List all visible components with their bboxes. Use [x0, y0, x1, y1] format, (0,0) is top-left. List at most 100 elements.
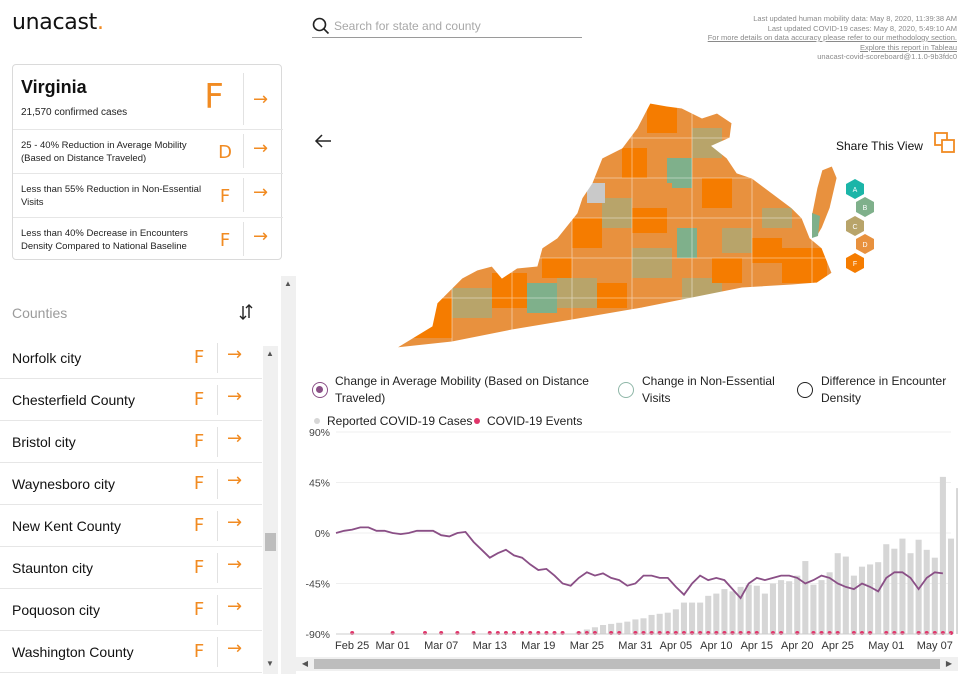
- county-row[interactable]: Norfolk city F →: [0, 337, 262, 379]
- mobility-line: [335, 526, 944, 600]
- data-update-info: Last updated human mobility data: May 8,…: [708, 14, 957, 62]
- case-bar: [656, 613, 663, 634]
- mobility-chart[interactable]: 90% 45% 0% -45% -90% Feb 25 Mar 01 Mar 07 Mar 13…: [296, 424, 958, 656]
- option-encounter-density-label[interactable]: Difference in Encounter Density: [821, 374, 947, 405]
- county-row[interactable]: Waynesboro city F →: [0, 463, 262, 505]
- case-bar: [761, 593, 768, 634]
- option-average-mobility-label[interactable]: Change in Average Mobility (Based on Dis…: [335, 374, 589, 405]
- legend-hex-f: F: [846, 253, 864, 273]
- legend-cases-swatch: [314, 418, 320, 424]
- metric-grade: F: [219, 230, 231, 251]
- radio-average-mobility[interactable]: [312, 382, 328, 398]
- sidebar-scrollbar[interactable]: ▲: [281, 276, 296, 674]
- scroll-thumb[interactable]: [265, 533, 276, 552]
- case-bar: [664, 612, 671, 634]
- unacast-logo[interactable]: unacast.: [12, 10, 104, 35]
- option-non-essential-visits-label[interactable]: Change in Non-Essential Visits: [642, 374, 775, 405]
- back-arrow-icon[interactable]: [313, 131, 333, 151]
- sort-icon[interactable]: [238, 302, 254, 322]
- scroll-up-icon[interactable]: ▲: [284, 279, 292, 288]
- share-this-view-button[interactable]: Share This View: [836, 139, 923, 153]
- county-arrow-icon[interactable]: →: [227, 596, 243, 617]
- y-tick-label: 0%: [315, 528, 330, 540]
- county-arrow-icon[interactable]: →: [227, 428, 243, 449]
- case-bar: [705, 595, 712, 634]
- divider: [243, 134, 244, 168]
- case-bar: [810, 584, 817, 634]
- legend-hex-c: C: [846, 216, 864, 236]
- x-tick-label: May 07: [917, 640, 953, 652]
- virginia-county-map[interactable]: [392, 98, 840, 350]
- case-bar: [794, 575, 801, 634]
- state-header[interactable]: Virginia 21,570 confirmed cases F →: [13, 65, 283, 131]
- metric-arrow-icon[interactable]: →: [253, 182, 269, 203]
- metric-mobility[interactable]: 25 - 40% Reduction in Average Mobility (…: [13, 129, 283, 173]
- county-grade: F: [193, 389, 205, 410]
- county-arrow-icon[interactable]: →: [227, 512, 243, 533]
- case-bar: [721, 589, 728, 634]
- divider: [217, 595, 218, 625]
- case-bar: [931, 557, 938, 634]
- case-bar: [591, 627, 598, 634]
- counties-scrollbar[interactable]: ▲ ▼: [263, 346, 278, 674]
- scroll-right-icon[interactable]: ▶: [945, 659, 953, 668]
- county-name: Bristol city: [12, 434, 76, 450]
- case-bar: [608, 623, 615, 634]
- county-row[interactable]: Chesterfield County F →: [0, 379, 262, 421]
- radio-non-essential-visits[interactable]: [618, 382, 634, 398]
- scroll-up-icon[interactable]: ▲: [266, 349, 274, 358]
- county-row[interactable]: New Kent County F →: [0, 505, 262, 547]
- county-name: Staunton city: [12, 560, 93, 576]
- cases-updated-text: Last updated COVID-19 cases: May 8, 2020…: [767, 23, 957, 33]
- scroll-down-icon[interactable]: ▼: [266, 659, 274, 668]
- county-name: Poquoson city: [12, 602, 100, 618]
- search-input[interactable]: [334, 18, 564, 33]
- state-details-arrow-icon[interactable]: →: [253, 89, 269, 110]
- case-bar: [883, 544, 890, 634]
- county-row[interactable]: Washington County F →: [0, 631, 262, 673]
- tableau-link[interactable]: Explore this report in Tableau: [859, 42, 957, 52]
- county-arrow-icon[interactable]: →: [227, 386, 243, 407]
- case-bar: [875, 562, 882, 634]
- methodology-link[interactable]: For more details on data accuracy please…: [707, 33, 957, 42]
- county-name: Norfolk city: [12, 350, 82, 366]
- share-icon[interactable]: [934, 132, 956, 154]
- case-bar: [713, 593, 720, 634]
- search-bar[interactable]: [312, 14, 582, 38]
- county-arrow-icon[interactable]: →: [227, 554, 243, 575]
- county-arrow-icon[interactable]: →: [227, 344, 243, 365]
- metric-arrow-icon[interactable]: →: [253, 138, 269, 159]
- y-tick-label: 45%: [309, 478, 330, 490]
- x-tick-label: Mar 25: [570, 640, 604, 652]
- x-tick-label: Mar 01: [376, 640, 410, 652]
- county-arrow-icon[interactable]: →: [227, 638, 243, 659]
- county-grade: F: [193, 599, 205, 620]
- metric-encounter-density[interactable]: Less than 40% Decrease in Encounters Den…: [13, 217, 283, 261]
- metric-non-essential-visits[interactable]: Less than 55% Reduction in Non-Essential…: [13, 173, 283, 217]
- metric-label: Less than 55% Reduction in Non-Essential…: [21, 184, 202, 208]
- metric-arrow-icon[interactable]: →: [253, 226, 269, 247]
- county-grade: F: [193, 557, 205, 578]
- case-bar: [689, 602, 696, 634]
- x-tick-label: Apr 20: [781, 640, 813, 652]
- x-tick-label: Apr 15: [741, 640, 773, 652]
- legend-grade-label: B: [863, 205, 868, 212]
- radio-encounter-density[interactable]: [797, 382, 813, 398]
- legend-events-label: COVID-19 Events: [487, 414, 583, 428]
- case-bar: [729, 591, 736, 634]
- metric-grade: F: [219, 186, 231, 207]
- counties-list: Norfolk city F → Chesterfield County F →…: [0, 337, 262, 674]
- x-tick-label: May 01: [868, 640, 904, 652]
- county-row[interactable]: Staunton city F →: [0, 547, 262, 589]
- county-row[interactable]: Poquoson city F →: [0, 589, 262, 631]
- county-row[interactable]: Bristol city F →: [0, 421, 262, 463]
- county-arrow-icon[interactable]: →: [227, 470, 243, 491]
- scroll-left-icon[interactable]: ◀: [301, 659, 309, 668]
- legend-grade-label: A: [853, 187, 858, 194]
- legend-grade-label: D: [862, 242, 867, 249]
- scroll-thumb[interactable]: [314, 659, 940, 669]
- divider: [217, 553, 218, 583]
- chart-horizontal-scrollbar[interactable]: ◀ ▶: [296, 657, 958, 671]
- case-bar: [939, 476, 946, 634]
- case-bar: [956, 488, 958, 634]
